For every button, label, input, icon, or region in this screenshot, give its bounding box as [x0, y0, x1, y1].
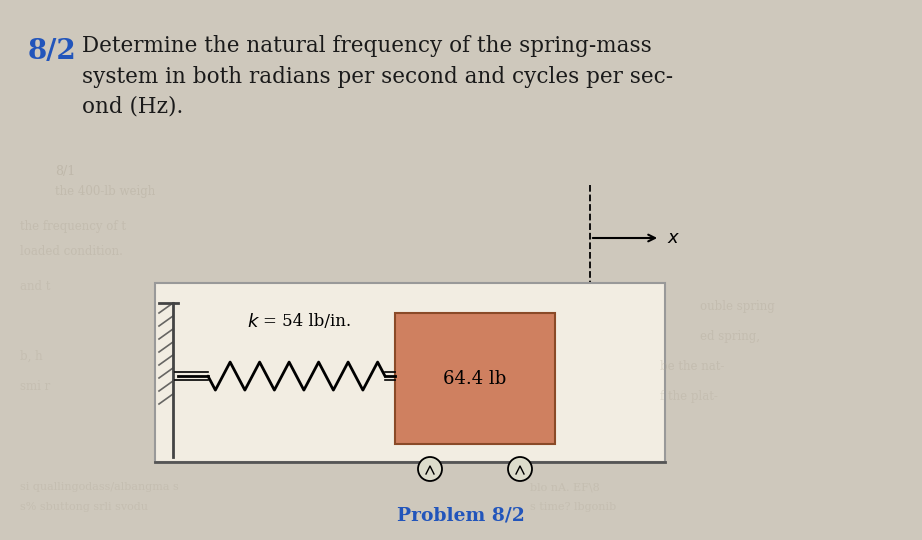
Text: ouble spring: ouble spring: [700, 300, 774, 313]
Text: blo nA. EF\8: blo nA. EF\8: [530, 482, 599, 492]
Text: s time? lbgonib: s time? lbgonib: [530, 502, 616, 512]
Text: $k$: $k$: [247, 313, 260, 331]
Text: loaded condition.: loaded condition.: [20, 245, 123, 258]
Text: smi r: smi r: [20, 380, 51, 393]
Text: f the plat-: f the plat-: [660, 390, 718, 403]
Text: ed spring,: ed spring,: [700, 330, 760, 343]
Text: the frequency of t: the frequency of t: [20, 220, 126, 233]
Text: Determine the natural frequency of the spring-mass
system in both radians per se: Determine the natural frequency of the s…: [82, 35, 673, 118]
Text: 8/1: 8/1: [55, 165, 76, 178]
Text: the 400-lb weigh: the 400-lb weigh: [55, 185, 155, 198]
Text: = 54 lb/in.: = 54 lb/in.: [263, 313, 351, 330]
Text: $x$: $x$: [667, 229, 680, 247]
Text: 8/2: 8/2: [28, 38, 77, 65]
Text: Problem 8/2: Problem 8/2: [397, 507, 525, 525]
Text: 64.4 lb: 64.4 lb: [443, 369, 506, 388]
Circle shape: [508, 457, 532, 481]
Text: si quallingodass/albangma s: si quallingodass/albangma s: [20, 482, 179, 492]
Text: and t: and t: [20, 280, 51, 293]
Text: s% sbuttong srli svodu: s% sbuttong srli svodu: [20, 502, 148, 512]
FancyBboxPatch shape: [395, 313, 555, 444]
Circle shape: [418, 457, 442, 481]
FancyBboxPatch shape: [155, 283, 665, 462]
Text: b, h: b, h: [20, 350, 42, 363]
Text: be the nat-: be the nat-: [660, 360, 725, 373]
